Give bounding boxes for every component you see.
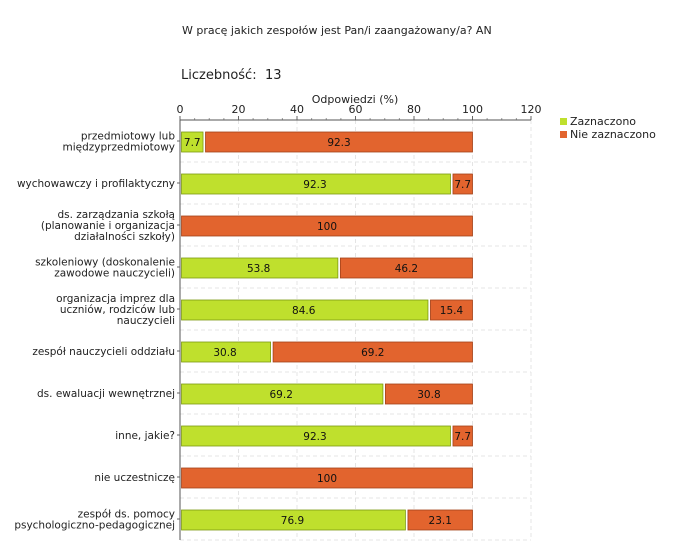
bar-zaznaczono (181, 425, 451, 447)
bar-zaznaczono (181, 299, 429, 321)
category-label: działalności szkoły) (74, 231, 175, 243)
data-label: 92.3 (303, 431, 326, 443)
category-label: (planowanie i organizacja (41, 220, 175, 232)
bar-nie-zaznaczono (272, 341, 473, 363)
bar-zaznaczono (181, 131, 204, 153)
bar-nie-zaznaczono (205, 131, 473, 153)
data-label: 84.6 (292, 305, 316, 317)
category-label: organizacja imprez dla (56, 293, 175, 305)
category-label: międzyprzedmiotowy (62, 142, 175, 154)
category-label: zawodowe nauczycieli) (54, 268, 175, 280)
data-label: 92.3 (327, 137, 350, 149)
data-label: 69.2 (270, 389, 293, 401)
bar-nie-zaznaczono (452, 173, 473, 195)
bar-nie-zaznaczono (452, 425, 473, 447)
x-tick-label: 100 (462, 103, 483, 116)
data-label: 30.8 (213, 347, 236, 359)
data-label: 100 (317, 221, 337, 233)
category-label: uczniów, rodziców lub (60, 304, 175, 316)
x-tick-label: 80 (407, 103, 421, 116)
count-value: 13 (265, 68, 282, 83)
category-label: nie uczestniczę (94, 472, 175, 484)
category-label: zespół ds. pomocy (78, 509, 175, 521)
bar-zaznaczono (181, 509, 406, 531)
data-label: 15.4 (440, 305, 464, 317)
category-label: wychowawczy i profilaktyczny (17, 178, 175, 190)
x-tick-label: 60 (349, 103, 363, 116)
data-label: 23.1 (429, 515, 452, 527)
bar-zaznaczono (181, 257, 339, 279)
bar-nie-zaznaczono (430, 299, 473, 321)
x-axis-title: Odpowiedzi (%) (312, 93, 399, 106)
data-label: 7.7 (184, 137, 201, 149)
x-tick-label: 120 (521, 103, 542, 116)
category-label: inne, jakie? (115, 430, 175, 442)
category-label: psychologiczno-pedagogicznej (14, 520, 175, 532)
data-label: 92.3 (303, 179, 326, 191)
category-label: ds. ewaluacji wewnętrznej (37, 388, 175, 400)
legend-swatch (560, 131, 567, 138)
plot-area: 0 20 40 60 80 100 120 przedmiotowy lubmiędzyprz… (14, 103, 542, 541)
legend-label: Nie zaznaczono (570, 128, 656, 141)
bar-nie-zaznaczono (181, 467, 473, 489)
data-label: 30.8 (417, 389, 440, 401)
bar-nie-zaznaczono (407, 509, 473, 531)
category-label: zespół nauczycieli oddziału (32, 346, 175, 358)
legend-swatch (560, 118, 567, 125)
bar-nie-zaznaczono (181, 215, 473, 237)
bar-nie-zaznaczono (339, 257, 473, 279)
data-label: 7.7 (454, 431, 471, 443)
x-tick-label: 0 (177, 103, 184, 116)
category-label: szkoleniowy (doskonalenie (35, 257, 175, 269)
category-label: nauczycieli (117, 315, 175, 327)
data-label: 46.2 (395, 263, 418, 275)
bar-zaznaczono (181, 173, 451, 195)
data-label: 69.2 (361, 347, 384, 359)
data-label: 76.9 (281, 515, 304, 527)
count-label: Liczebność: (181, 68, 257, 83)
data-label: 53.8 (247, 263, 270, 275)
x-tick-label: 20 (232, 103, 246, 116)
bar-nie-zaznaczono (385, 383, 473, 405)
bar-zaznaczono (181, 383, 384, 405)
bar-zaznaczono (181, 341, 271, 363)
data-label: 100 (317, 473, 337, 485)
x-tick-label: 40 (290, 103, 304, 116)
category-label: ds. zarządzania szkołą (57, 209, 175, 221)
data-label: 7.7 (454, 179, 471, 191)
legend-label: Zaznaczono (570, 115, 636, 128)
chart-title: W pracę jakich zespołów jest Pan/i zaang… (182, 24, 492, 37)
category-label: przedmiotowy lub (81, 131, 175, 143)
